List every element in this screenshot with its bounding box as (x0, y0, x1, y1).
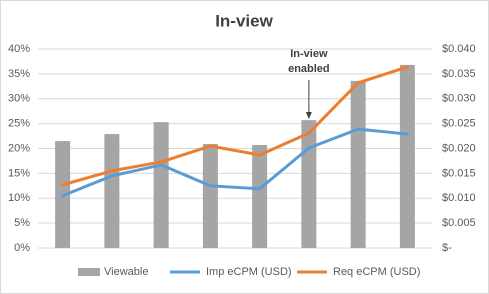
y2-tick-label: $0.005 (442, 217, 476, 229)
bar (202, 144, 218, 248)
y-tick-label: 35% (8, 68, 30, 80)
y2-tick-label: $- (442, 242, 452, 254)
y2-tick-label: $0.025 (442, 118, 476, 130)
y2-tick-label: $0.010 (442, 192, 476, 204)
chart-title: In-view (215, 11, 273, 30)
annotation: In-view (290, 48, 328, 60)
line (61, 65, 409, 187)
y-tick-label: 30% (8, 93, 30, 105)
annotation-arrowhead (305, 112, 312, 119)
line (61, 127, 409, 198)
bar (399, 64, 415, 248)
bar (350, 80, 366, 248)
annotation: enabled (288, 63, 330, 75)
legend-label: Imp eCPM (USD) (206, 266, 292, 278)
y-tick-label: 20% (8, 142, 30, 154)
bar (153, 122, 169, 248)
y-tick-label: 40% (8, 43, 30, 55)
y2-tick-label: $0.030 (442, 93, 476, 105)
bar (252, 145, 268, 248)
legend-label: Viewable (104, 266, 148, 278)
y2-tick-label: $0.015 (442, 167, 476, 179)
y2-tick-label: $0.035 (442, 68, 476, 80)
y-tick-label: 10% (8, 192, 30, 204)
y-tick-label: 0% (14, 242, 30, 254)
legend-label: Req eCPM (USD) (333, 266, 420, 278)
y2-tick-label: $0.020 (442, 142, 476, 154)
y-tick-label: 15% (8, 167, 30, 179)
legend-swatch (78, 268, 100, 276)
bar (301, 120, 317, 248)
y-tick-label: 25% (8, 118, 30, 130)
y-tick-label: 5% (14, 217, 30, 229)
bar (104, 134, 120, 248)
y2-tick-label: $0.040 (442, 43, 476, 55)
